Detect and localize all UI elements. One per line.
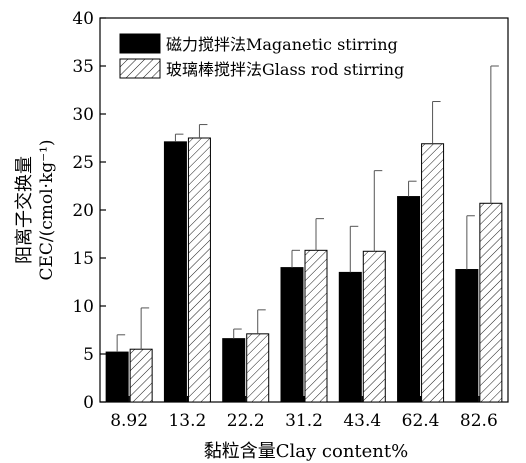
bar-magnetic-82.6	[455, 269, 479, 403]
y-tick-label: 40	[72, 9, 94, 29]
bar-magnetic-13.2	[163, 141, 187, 403]
bar-magnetic-8.92	[105, 351, 129, 403]
bars	[105, 137, 503, 403]
x-tick-label: 62.4	[402, 411, 440, 431]
bar-magnetic-43.4	[338, 271, 362, 403]
y-tick-label: 35	[72, 57, 94, 77]
x-tick-label: 82.6	[460, 411, 498, 431]
x-tick-label: 8.92	[110, 411, 148, 431]
y-axis-label-line1: 阳离子交换量	[14, 156, 35, 264]
x-tick-label: 22.2	[227, 411, 265, 431]
bar-glass-rod-62.4	[421, 143, 445, 403]
bar-glass-rod-8.92	[129, 348, 153, 403]
bar-glass-rod-31.2	[304, 249, 328, 403]
legend-swatch-glass-rod	[119, 58, 161, 79]
y-tick-label: 5	[83, 345, 94, 365]
x-tick-label: 43.4	[343, 411, 381, 431]
y-axis-label-line2: CEC/(cmol·kg⁻¹)	[37, 139, 57, 280]
bar-glass-rod-43.4	[362, 250, 386, 403]
bar-glass-rod-22.2	[246, 333, 270, 403]
bar-magnetic-31.2	[280, 267, 304, 403]
legend-label-magnetic: 磁力搅拌法Maganetic stirring	[166, 35, 398, 54]
x-tick-label: 13.2	[168, 411, 206, 431]
y-tick-label: 30	[72, 105, 94, 125]
axes: 0 5 10 15 20 25 30 35 40 8.92 13.2 22.2 31.2 43.4 62.4…	[72, 9, 509, 431]
y-tick-label: 25	[72, 153, 94, 173]
legend-swatch-magnetic	[119, 33, 161, 54]
x-axis-label: 黏粒含量Clay content%	[204, 441, 408, 462]
y-tick-label: 10	[72, 297, 94, 317]
bar-glass-rod-13.2	[187, 137, 211, 403]
y-tick-label: 0	[83, 393, 94, 413]
bar-magnetic-62.4	[397, 196, 421, 403]
legend-label-glass-rod: 玻璃棒搅拌法Glass rod stirring	[166, 60, 404, 79]
legend: 磁力搅拌法Maganetic stirring 玻璃棒搅拌法Glass rod s…	[119, 33, 404, 79]
y-tick-label: 20	[72, 201, 94, 221]
bar-magnetic-22.2	[222, 338, 246, 403]
bar-glass-rod-82.6	[479, 202, 503, 403]
y-tick-label: 15	[72, 249, 94, 269]
error-bars	[116, 65, 499, 353]
x-tick-label: 31.2	[285, 411, 323, 431]
